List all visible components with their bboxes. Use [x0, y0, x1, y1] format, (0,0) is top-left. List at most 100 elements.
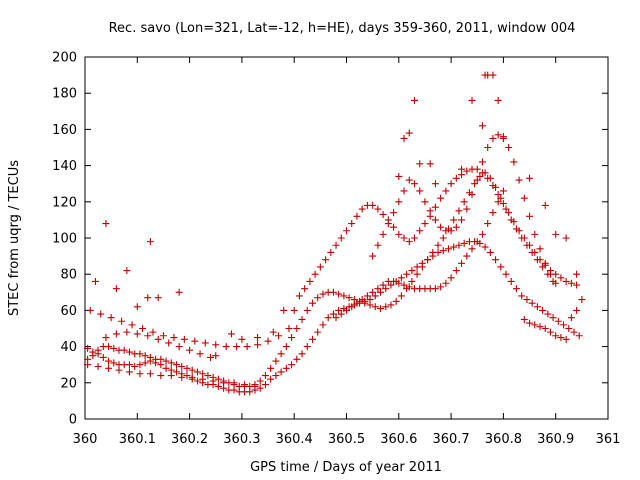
data-point [562, 277, 570, 285]
data-point [486, 248, 494, 256]
data-point [324, 314, 332, 322]
data-series [91, 220, 298, 360]
data-point [193, 368, 201, 376]
y-axis-label: STEC from uqrg / TECUs [7, 160, 22, 316]
data-point [167, 359, 175, 367]
x-tick: 360.4 [276, 57, 313, 447]
data-point [293, 325, 301, 332]
data-point [277, 368, 285, 376]
data-point [387, 281, 395, 289]
data-point [139, 325, 147, 332]
data-point [280, 306, 288, 314]
data-point [118, 317, 126, 325]
data-point [99, 353, 107, 361]
data-point [531, 230, 539, 238]
data-point [531, 321, 539, 329]
data-point [512, 285, 520, 293]
data-point [94, 346, 102, 354]
x-tick-label: 360.8 [485, 432, 522, 447]
data-point [403, 270, 411, 278]
data-point [484, 144, 492, 151]
x-tick-label: 360.9 [537, 432, 574, 447]
data-point [261, 372, 269, 380]
data-point [277, 350, 285, 358]
x-tick: 360.8 [485, 57, 522, 447]
data-point [201, 339, 209, 347]
data-point [515, 227, 523, 235]
data-point [136, 370, 144, 378]
y-tick-label: 100 [52, 232, 77, 247]
x-tick: 360.2 [171, 57, 208, 447]
data-point [395, 172, 403, 180]
data-point [447, 180, 455, 188]
data-point [507, 277, 515, 285]
data-point [567, 279, 575, 287]
data-point [478, 158, 486, 166]
data-point [575, 332, 583, 340]
data-point [193, 377, 201, 385]
data-series [84, 169, 557, 390]
data-point [332, 241, 340, 249]
data-point [238, 335, 246, 343]
data-point [567, 314, 575, 322]
data-point [478, 230, 486, 238]
data-point [133, 330, 141, 338]
data-point [473, 176, 481, 184]
x-tick: 361 [596, 57, 620, 447]
data-point [468, 245, 476, 253]
data-point [379, 230, 387, 238]
data-point [400, 234, 408, 242]
data-point [494, 96, 502, 104]
data-point [86, 306, 94, 314]
data-point [343, 306, 350, 314]
data-point [578, 296, 586, 304]
data-point [444, 245, 452, 253]
data-point [157, 355, 165, 363]
data-point [552, 230, 560, 238]
data-point [212, 352, 220, 360]
data-point [541, 325, 549, 332]
data-point [497, 263, 505, 271]
data-point [105, 343, 113, 351]
data-point [400, 187, 408, 195]
data-point [180, 335, 188, 343]
data-point [442, 187, 450, 195]
data-point [371, 303, 379, 311]
data-point [437, 194, 445, 202]
data-point [267, 364, 275, 372]
data-point [175, 343, 183, 351]
data-point [557, 274, 565, 282]
data-point [410, 234, 418, 242]
data-point [353, 212, 361, 220]
data-point [497, 194, 505, 202]
data-point [510, 158, 518, 166]
data-point [123, 267, 131, 275]
data-point [136, 350, 144, 358]
data-point [379, 210, 387, 218]
data-point [489, 182, 497, 190]
data-point [562, 335, 570, 343]
data-point [439, 234, 447, 242]
data-point [366, 301, 374, 309]
data-point [541, 201, 549, 209]
data-point [120, 346, 128, 354]
data-point [437, 223, 445, 231]
data-point [149, 328, 157, 336]
data-point [170, 334, 178, 342]
data-point [400, 281, 408, 289]
data-point [207, 353, 215, 361]
data-point [431, 180, 439, 188]
data-point [478, 122, 486, 130]
data-point [89, 352, 97, 360]
data-point [463, 252, 471, 260]
data-point [426, 207, 434, 215]
data-point [573, 306, 581, 314]
data-point [288, 334, 296, 342]
data-point [178, 363, 186, 371]
data-point [196, 350, 204, 358]
data-point [387, 301, 395, 309]
data-point [429, 248, 437, 256]
data-point [337, 234, 345, 242]
data-series [86, 306, 293, 351]
data-point [539, 306, 547, 314]
